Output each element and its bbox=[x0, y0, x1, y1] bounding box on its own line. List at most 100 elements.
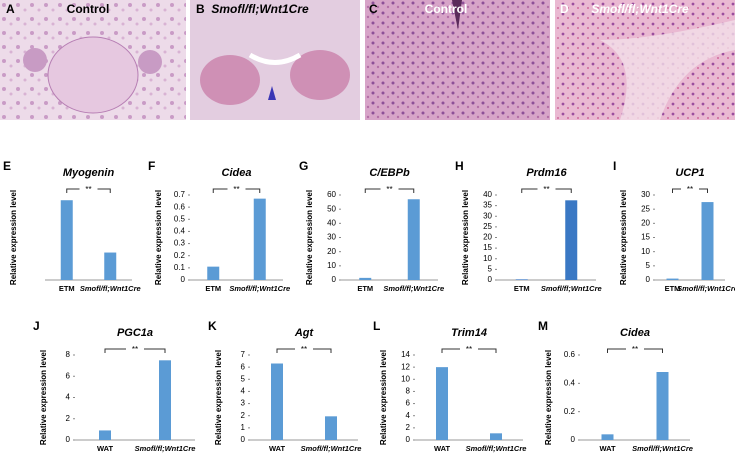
bar bbox=[253, 198, 266, 280]
x-tick-label: Smofl/fl;Wnt1Cre bbox=[541, 284, 602, 293]
significance-label: ** bbox=[85, 185, 91, 194]
significance-label: ** bbox=[466, 345, 472, 354]
bar bbox=[207, 266, 220, 280]
x-tick-label: WAT bbox=[434, 444, 451, 453]
chart-title: PGC1a bbox=[117, 327, 153, 339]
significance-label: ** bbox=[386, 185, 392, 194]
y-tick-label: 2 bbox=[241, 411, 246, 420]
panel-label: B bbox=[196, 2, 205, 16]
y-tick-label: 20 bbox=[327, 247, 336, 256]
y-tick-label: 4 bbox=[66, 393, 71, 402]
significance-label: ** bbox=[301, 345, 307, 354]
x-tick-label: WAT bbox=[97, 444, 114, 453]
x-tick-label: Smofl/fl;Wnt1Cre bbox=[229, 284, 290, 293]
x-tick-label: WAT bbox=[269, 444, 286, 453]
chart-panel: I UCP1 Relative expression level 0 5 10 15 20 25… bbox=[613, 159, 735, 293]
y-tick-label: 4 bbox=[406, 411, 411, 420]
y-tick-label: 25 bbox=[483, 222, 492, 231]
image-c: C Control bbox=[365, 0, 550, 120]
chart-title: Cidea bbox=[222, 167, 252, 179]
chart-title: UCP1 bbox=[675, 167, 704, 179]
y-tick-label: 10 bbox=[401, 374, 410, 383]
y-axis-label: Relative expression level bbox=[9, 190, 18, 285]
bar bbox=[701, 202, 714, 280]
bar bbox=[436, 367, 448, 440]
y-axis-label: Relative expression level bbox=[154, 190, 163, 285]
y-tick-label: 8 bbox=[406, 387, 411, 396]
chart-panel: G C/EBPb Relative expression level 0 10 20 30 4… bbox=[299, 159, 444, 293]
y-axis-label: Relative expression level bbox=[39, 350, 48, 445]
y-tick-label: 15 bbox=[641, 233, 650, 242]
significance-label: ** bbox=[687, 185, 693, 194]
bar bbox=[159, 360, 171, 440]
y-axis-label: Relative expression level bbox=[619, 190, 628, 285]
y-tick-label: 0 bbox=[66, 435, 71, 444]
x-tick-label: Smofl/fl;Wnt1Cre bbox=[632, 444, 693, 453]
y-axis-label: Relative expression level bbox=[379, 350, 388, 445]
bar bbox=[601, 434, 614, 440]
y-tick-label: 2 bbox=[66, 414, 71, 423]
panel-label: F bbox=[148, 159, 155, 173]
chart-panel: E Myogenin Relative expression level ETM Smo… bbox=[3, 159, 141, 293]
x-tick-label: ETM bbox=[514, 284, 530, 293]
chart-panel: L Trim14 Relative expression level 0 2 4 6 8 10 1… bbox=[373, 319, 526, 453]
y-tick-label: 5 bbox=[241, 374, 246, 383]
y-tick-label: 0.3 bbox=[174, 239, 186, 248]
bar bbox=[325, 416, 337, 440]
x-tick-label: ETM bbox=[357, 284, 373, 293]
bar bbox=[515, 279, 528, 280]
x-tick-label: Smofl/fl;Wnt1Cre bbox=[466, 444, 527, 453]
significance-bracket bbox=[364, 188, 415, 193]
significance-bracket bbox=[521, 188, 572, 193]
significance-label: ** bbox=[132, 345, 138, 354]
x-tick-label: Smofl/fl;Wnt1Cre bbox=[383, 284, 444, 293]
caption: Smofl/fl;Wnt1Cre bbox=[591, 2, 689, 16]
y-tick-label: 0.1 bbox=[174, 263, 186, 272]
y-tick-label: 14 bbox=[401, 350, 410, 359]
panel-label: A bbox=[6, 2, 15, 16]
y-axis-label: Relative expression level bbox=[461, 190, 470, 285]
y-tick-label: 20 bbox=[641, 218, 650, 227]
y-axis-label: Relative expression level bbox=[544, 350, 553, 445]
bar bbox=[490, 433, 502, 440]
x-tick-label: ETM bbox=[205, 284, 221, 293]
bar bbox=[666, 278, 679, 280]
x-tick-label: Smofl/fl;Wnt1Cre bbox=[677, 284, 735, 293]
bar bbox=[60, 200, 73, 280]
y-tick-label: 0.4 bbox=[564, 378, 576, 387]
bar bbox=[656, 372, 669, 440]
y-tick-label: 4 bbox=[241, 387, 246, 396]
y-tick-label: 0 bbox=[241, 435, 246, 444]
y-tick-label: 0 bbox=[571, 435, 576, 444]
y-tick-label: 60 bbox=[327, 190, 336, 199]
y-tick-label: 6 bbox=[66, 371, 71, 380]
y-tick-label: 0 bbox=[406, 435, 411, 444]
image-b: B Smofl/fl;Wnt1Cre bbox=[190, 0, 360, 120]
y-tick-label: 2 bbox=[406, 423, 411, 432]
y-tick-label: 10 bbox=[327, 261, 336, 270]
y-tick-label: 25 bbox=[641, 204, 650, 213]
caption: Smofl/fl;Wnt1Cre bbox=[211, 2, 309, 16]
bar bbox=[565, 200, 578, 280]
panel-label: D bbox=[560, 2, 569, 16]
y-tick-label: 0 bbox=[181, 275, 186, 284]
y-tick-label: 40 bbox=[483, 190, 492, 199]
chart-panel: H Prdm16 Relative expression level 0 510 1520… bbox=[455, 159, 602, 293]
y-tick-label: 20 bbox=[483, 233, 492, 242]
panel-label: L bbox=[373, 319, 380, 333]
y-tick-label: 10 bbox=[641, 247, 650, 256]
y-tick-label: 6 bbox=[241, 362, 246, 371]
y-tick-label: 15 bbox=[483, 243, 492, 252]
y-tick-label: 5 bbox=[646, 261, 651, 270]
significance-bracket bbox=[212, 188, 261, 193]
chart-title: C/EBPb bbox=[369, 167, 410, 179]
panel-label: C bbox=[369, 2, 378, 16]
chart-title: Agt bbox=[294, 327, 315, 339]
y-tick-label: 7 bbox=[241, 350, 246, 359]
y-tick-label: 6 bbox=[406, 399, 411, 408]
y-axis-label: Relative expression level bbox=[214, 350, 223, 445]
y-tick-label: 0 bbox=[646, 275, 651, 284]
panel-label: I bbox=[613, 159, 616, 173]
y-tick-label: 0.6 bbox=[564, 350, 576, 359]
